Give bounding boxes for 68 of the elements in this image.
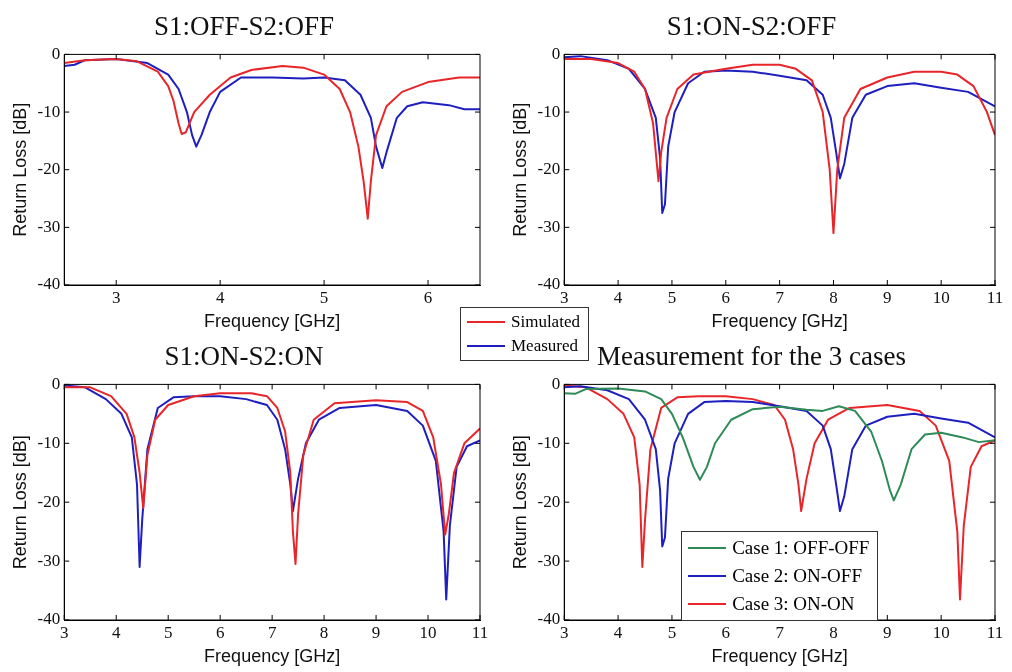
y-tick-label: -20 — [537, 159, 561, 179]
x-tick-label: 3 — [560, 622, 569, 642]
x-tick-label: 9 — [883, 622, 892, 642]
x-tick-label: 5 — [667, 622, 677, 642]
y-axis-title: Return Loss [dB] — [9, 435, 30, 570]
x-axis-title: Frequency [GHz] — [711, 646, 848, 667]
y-tick-label: -20 — [537, 491, 561, 511]
x-tick-label: 5 — [163, 622, 173, 642]
y-tick-label: -30 — [537, 550, 561, 570]
x-tick-label: 3 — [60, 622, 69, 642]
y-tick-label: -20 — [37, 491, 61, 511]
x-tick-label: 11 — [986, 622, 1004, 642]
y-axis-title: Return Loss [dB] — [509, 102, 530, 237]
x-tick-label: 6 — [721, 622, 731, 642]
x-tick-label: 8 — [829, 287, 838, 307]
x-tick-label: 3 — [111, 287, 121, 307]
x-tick-label: 7 — [267, 622, 277, 642]
y-tick-label: 0 — [551, 373, 561, 393]
legend-label: Case 3: ON-ON — [732, 592, 855, 616]
legend-label: Case 1: OFF-OFF — [732, 536, 870, 560]
x-tick-label: 3 — [560, 287, 569, 307]
y-tick-label: 0 — [51, 373, 61, 393]
x-axis-title: Frequency [GHz] — [204, 311, 341, 332]
x-tick-label: 6 — [215, 622, 225, 642]
x-tick-label: 8 — [319, 622, 329, 642]
y-tick-label: -40 — [537, 274, 561, 294]
chart-title: S1:ON-S2:ON — [164, 341, 324, 372]
chart-title: Measurement for the 3 cases — [597, 341, 906, 372]
x-tick-label: 5 — [667, 287, 677, 307]
x-tick-label: 9 — [883, 287, 892, 307]
x-tick-label: 6 — [721, 287, 731, 307]
y-tick-label: -10 — [537, 101, 561, 121]
x-tick-label: 4 — [613, 622, 623, 642]
y-tick-label: -10 — [537, 432, 561, 452]
x-tick-label: 4 — [215, 287, 225, 307]
y-tick-label: -10 — [37, 101, 61, 121]
x-tick-label: 11 — [471, 622, 489, 642]
y-tick-label: -30 — [537, 216, 561, 236]
chart-title: S1:ON-S2:OFF — [666, 11, 837, 42]
x-tick-label: 10 — [932, 622, 950, 642]
x-tick-label: 10 — [932, 287, 950, 307]
y-tick-label: -30 — [37, 550, 61, 570]
y-tick-label: -40 — [37, 274, 61, 294]
x-tick-label: 9 — [371, 622, 381, 642]
y-tick-label: 0 — [551, 43, 561, 63]
y-tick-label: 0 — [51, 43, 61, 63]
x-tick-label: 10 — [419, 622, 437, 642]
legend-label: Simulated — [511, 311, 580, 333]
x-tick-label: 8 — [829, 622, 838, 642]
x-tick-label: 4 — [111, 622, 121, 642]
chart-title: S1:OFF-S2:OFF — [153, 11, 335, 42]
x-tick-label: 4 — [613, 287, 623, 307]
x-axis-title: Frequency [GHz] — [711, 311, 848, 332]
y-axis-title: Return Loss [dB] — [9, 102, 30, 237]
x-tick-label: 7 — [775, 622, 785, 642]
x-axis-title: Frequency [GHz] — [204, 646, 341, 667]
x-tick-label: 6 — [423, 287, 433, 307]
x-tick-label: 7 — [775, 287, 785, 307]
legend-label: Case 2: ON-OFF — [732, 564, 862, 588]
y-tick-label: -30 — [37, 216, 61, 236]
y-tick-label: -40 — [537, 609, 561, 629]
y-tick-label: -20 — [37, 159, 61, 179]
x-tick-label: 11 — [986, 287, 1004, 307]
y-tick-label: -40 — [37, 609, 61, 629]
y-tick-label: -10 — [37, 432, 61, 452]
y-axis-title: Return Loss [dB] — [509, 435, 530, 570]
x-tick-label: 5 — [319, 287, 329, 307]
legend-label: Measured — [511, 335, 579, 357]
